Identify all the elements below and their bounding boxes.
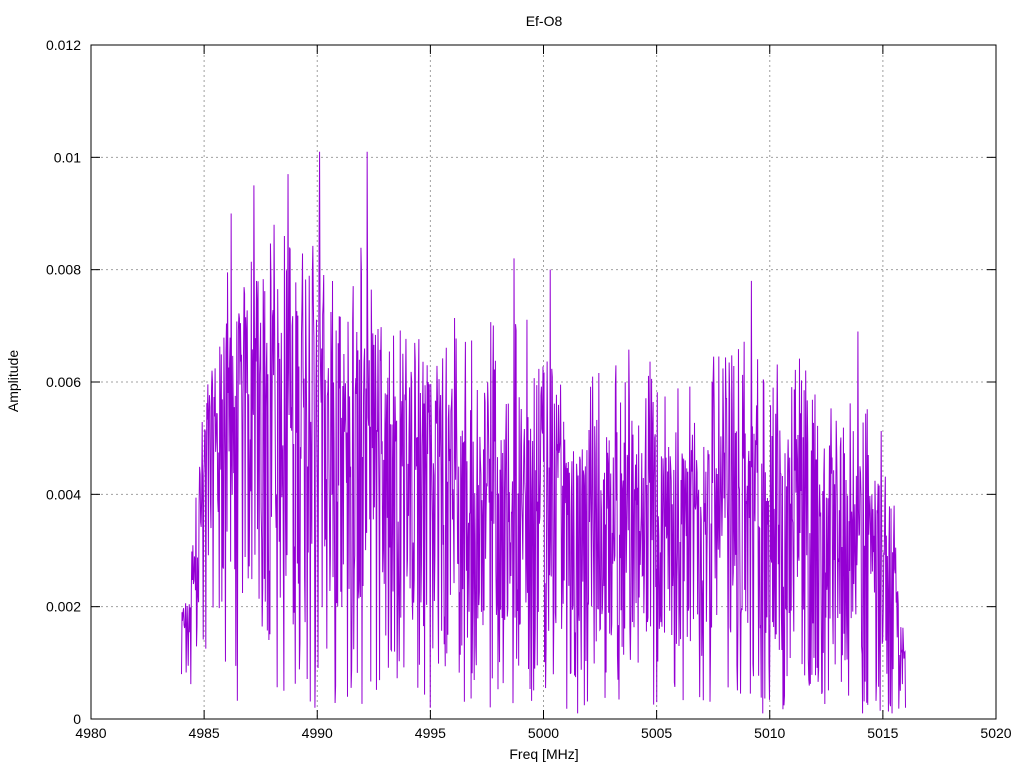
y-tick-label: 0 [73, 711, 81, 727]
tick-group [90, 44, 997, 720]
chart-title: Ef-O8 [526, 13, 563, 29]
x-axis-label: Freq [MHz] [509, 746, 578, 762]
x-tick-label: 5000 [528, 725, 559, 741]
x-tick-labels: 4980 4985 4990 4995 5000 5005 5010 5015 5020 [75, 725, 1011, 741]
x-tick-label: 4995 [415, 725, 446, 741]
x-tick-label: 4985 [189, 725, 220, 741]
y-tick-label: 0.01 [54, 149, 81, 165]
y-tick-label: 0.008 [46, 262, 81, 278]
y-axis-label: Amplitude [5, 350, 21, 412]
y-tick-label: 0.004 [46, 486, 81, 502]
y-tick-label: 0.012 [46, 37, 81, 53]
x-tick-label: 4990 [302, 725, 333, 741]
x-tick-label: 5015 [867, 725, 898, 741]
x-tick-label: 5005 [641, 725, 672, 741]
x-tick-label: 5020 [980, 725, 1011, 741]
y-tick-label: 0.002 [46, 599, 81, 615]
y-tick-labels: 0 0.002 0.004 0.006 0.008 0.01 0.012 [46, 37, 81, 727]
x-tick-label: 4980 [75, 725, 106, 741]
y-tick-label: 0.006 [46, 374, 81, 390]
series-group [181, 151, 906, 714]
series-line [181, 151, 906, 714]
x-tick-label: 5010 [754, 725, 785, 741]
